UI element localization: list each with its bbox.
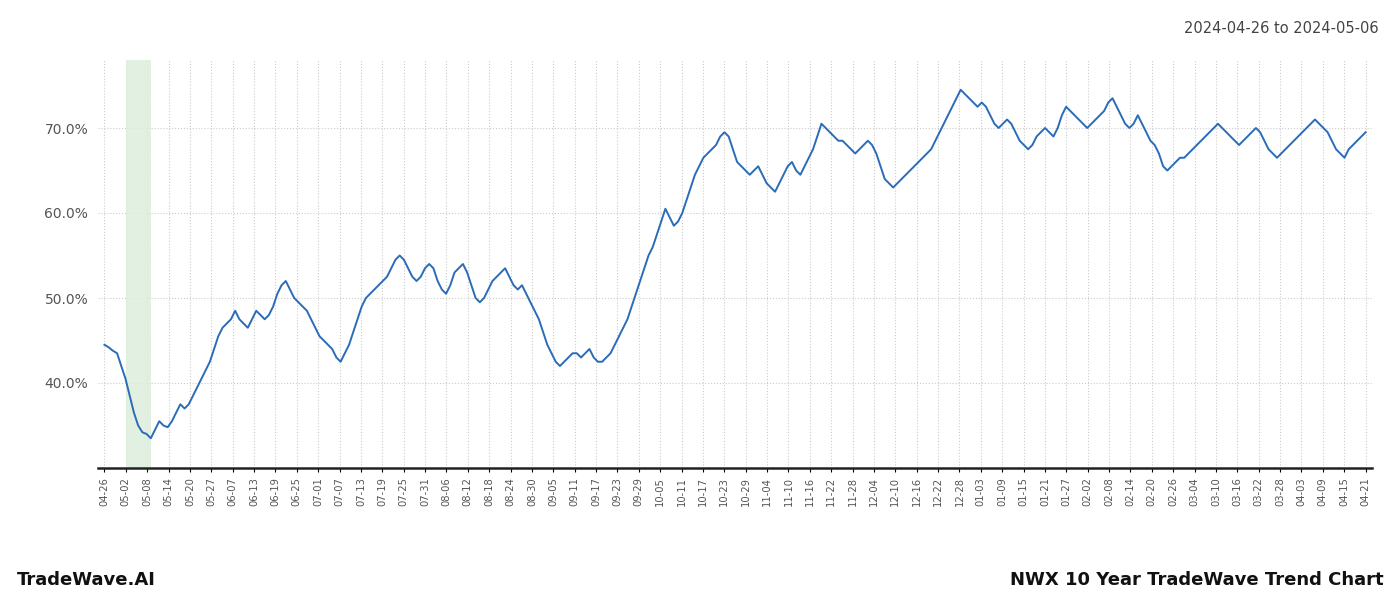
Text: 2024-04-26 to 2024-05-06: 2024-04-26 to 2024-05-06 — [1184, 21, 1379, 36]
Text: NWX 10 Year TradeWave Trend Chart: NWX 10 Year TradeWave Trend Chart — [1009, 571, 1383, 589]
Bar — [126, 60, 151, 468]
Text: TradeWave.AI: TradeWave.AI — [17, 571, 155, 589]
